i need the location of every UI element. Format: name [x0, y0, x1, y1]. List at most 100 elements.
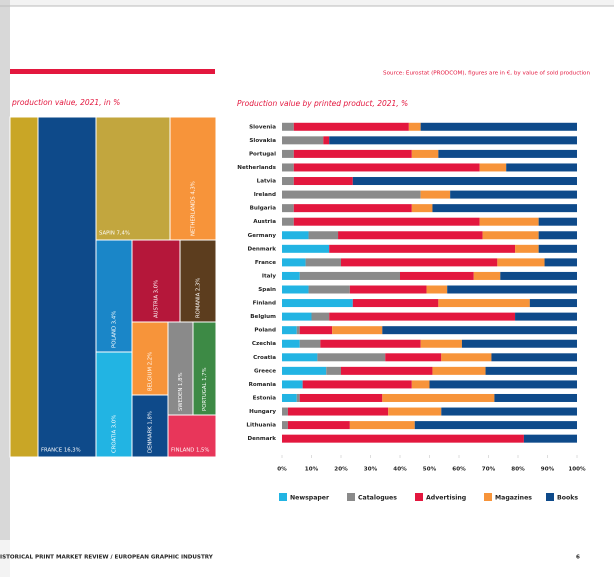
- bar-segment: [299, 326, 333, 335]
- bar-segment: [293, 149, 412, 158]
- bar-segment: [352, 177, 577, 186]
- category-label: Latvia: [257, 179, 277, 185]
- category-label: Denmark: [247, 246, 276, 252]
- bar-segment: [408, 122, 421, 131]
- x-tick-label: 70%: [482, 467, 496, 473]
- bar-segment: [538, 231, 577, 240]
- bar-segment: [482, 231, 539, 240]
- bar-segment: [544, 258, 577, 267]
- bar-segment: [299, 339, 321, 348]
- bar-segment: [282, 312, 312, 321]
- category-label: Germany: [248, 233, 277, 239]
- bar-segment: [491, 353, 577, 362]
- page-number: 6: [576, 555, 580, 561]
- category-label: Austria: [253, 219, 276, 225]
- legend-label: Advertising: [426, 495, 466, 502]
- tile-label: POLAND 3,4%: [112, 311, 118, 348]
- legend-label: Books: [557, 495, 578, 502]
- bar-segment: [293, 204, 412, 213]
- legend-swatch: [484, 493, 492, 501]
- bar-segment: [438, 149, 577, 158]
- category-label: Netherlands: [237, 165, 276, 171]
- legend-label: Catalogues: [358, 495, 397, 502]
- legend-swatch: [279, 493, 287, 501]
- chart-title: Production value by printed product, 202…: [237, 99, 408, 108]
- bar-segment: [485, 366, 577, 375]
- tile-label: CROATIA 3,0%: [112, 415, 118, 453]
- tile: [167, 414, 217, 458]
- bar-segment: [320, 339, 421, 348]
- legend-swatch: [415, 493, 423, 501]
- bar-segment: [338, 231, 483, 240]
- bar-segment: [282, 421, 288, 430]
- category-label: Poland: [254, 328, 276, 334]
- bar-segment: [461, 339, 577, 348]
- bar-segment: [293, 177, 353, 186]
- bar-segment: [332, 326, 383, 335]
- bar-segment: [411, 149, 439, 158]
- bar-segment: [282, 434, 524, 443]
- bar-segment: [282, 231, 309, 240]
- bar-segment: [293, 163, 480, 172]
- bar-segment: [323, 136, 330, 145]
- tile: [179, 239, 217, 323]
- category-label: Denmark: [247, 436, 276, 442]
- bar-segment: [411, 380, 430, 389]
- bar-segment: [282, 285, 309, 294]
- source: Source: Eurostat (PRODCOM), figures are …: [383, 71, 590, 77]
- bar-segment: [282, 163, 294, 172]
- category-label: Slovakia: [249, 138, 276, 144]
- category-label: Ireland: [254, 192, 276, 198]
- bar-segment: [432, 204, 577, 213]
- bar-segment: [282, 258, 306, 267]
- bar-segment: [282, 380, 303, 389]
- bar-segment: [523, 434, 577, 443]
- tile: [95, 116, 171, 241]
- footer: ISTORICAL PRINT MARKET REVIEW / EUROPEAN…: [0, 555, 214, 561]
- bar-segment: [441, 353, 492, 362]
- treemap-title: production value, 2021, in %: [11, 98, 120, 107]
- bar-segment: [282, 190, 421, 199]
- bar-segment: [287, 407, 389, 416]
- tile: [9, 116, 39, 458]
- bar-segment: [299, 393, 383, 402]
- treemap: FRANCE 16,3% SAPIN 7,4% NETHERLANDS 4,3% PO…: [9, 116, 217, 458]
- bar-segment: [388, 407, 442, 416]
- bar-segment: [282, 217, 294, 226]
- page-curl: [0, 0, 10, 540]
- x-tick-label: 20%: [334, 467, 348, 473]
- category-label: Finland: [253, 301, 276, 307]
- x-tick-label: 90%: [541, 467, 555, 473]
- bar-segment: [414, 421, 577, 430]
- tile: [131, 321, 169, 396]
- bar-segment: [500, 271, 577, 280]
- legend-swatch: [546, 493, 554, 501]
- bar-segment: [282, 326, 297, 335]
- legend-label: Newspaper: [290, 495, 330, 502]
- bar-segment: [329, 244, 516, 253]
- category-label: Italy: [262, 273, 276, 279]
- tile: [131, 239, 181, 323]
- category-label: France: [255, 260, 276, 266]
- tile: [95, 351, 133, 458]
- bar-segment: [479, 163, 507, 172]
- bar-segment: [494, 393, 577, 402]
- bar-segment: [302, 380, 412, 389]
- bar-segment: [282, 299, 353, 308]
- bar-segment: [420, 190, 451, 199]
- bar-segment: [293, 122, 409, 131]
- bar-segment: [282, 393, 297, 402]
- bar-segment: [282, 177, 294, 186]
- tile-label: ROMANIA 2,3%: [196, 278, 202, 318]
- bar-segment: [426, 285, 448, 294]
- category-label: Spain: [258, 287, 276, 293]
- tile-label: PORTUGAL 1,7%: [202, 367, 208, 411]
- bar-segment: [329, 312, 516, 321]
- x-tick-label: 10%: [305, 467, 319, 473]
- x-tick-label: 60%: [452, 467, 466, 473]
- bar-segment: [420, 122, 577, 131]
- bar-segment: [497, 258, 545, 267]
- x-tick-label: 40%: [393, 467, 407, 473]
- bar-segment: [450, 190, 577, 199]
- x-tick-label: 100%: [568, 467, 586, 473]
